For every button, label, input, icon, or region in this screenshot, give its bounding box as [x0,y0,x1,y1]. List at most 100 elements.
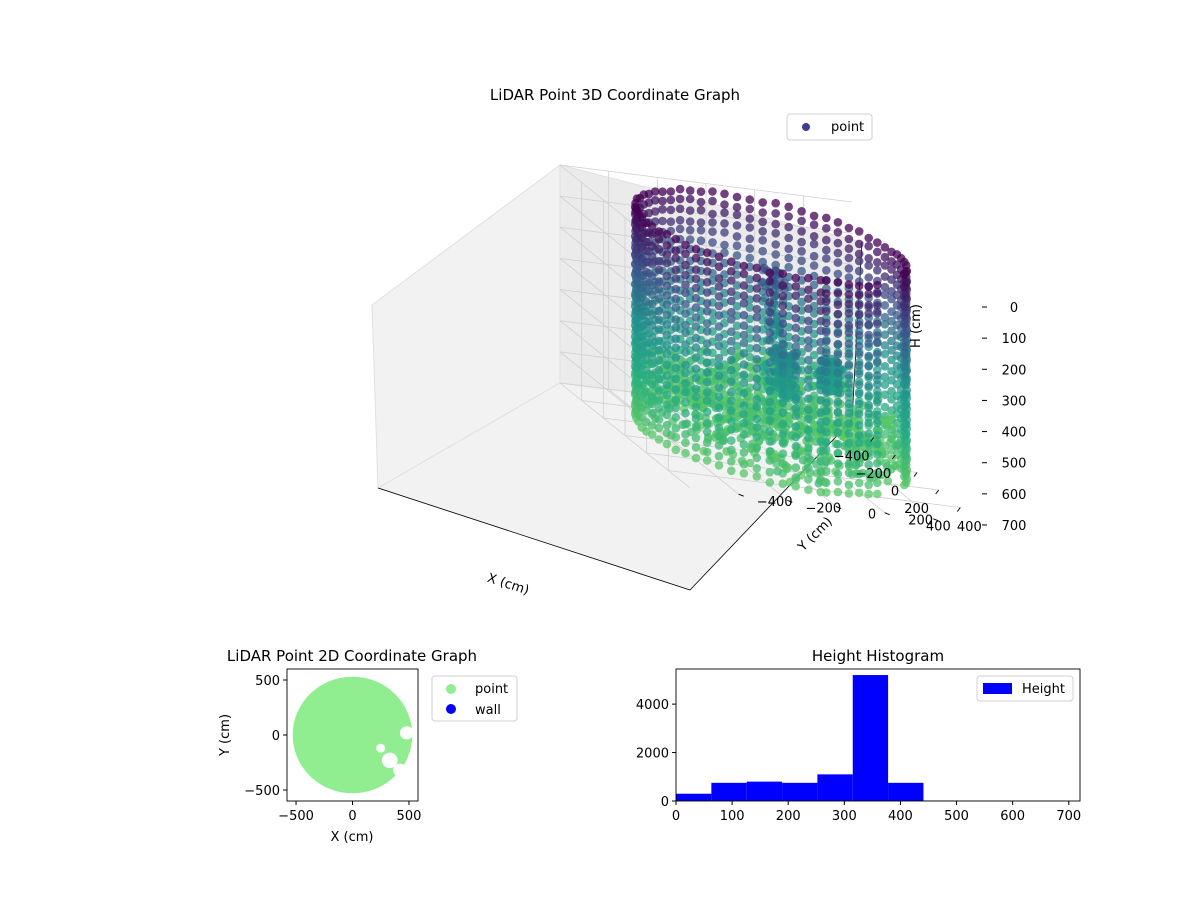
point-3d [880,372,890,382]
point-3d [797,266,806,276]
point-3d [888,431,897,441]
point-3d [864,409,873,419]
point-3d [844,280,854,289]
point-3d [739,269,749,279]
point-3d [873,238,882,247]
point-3d [864,429,873,438]
point-3d [765,277,775,286]
point-3d [773,375,783,384]
point-3d [691,422,701,432]
point-3d [833,238,843,248]
point-3d [816,275,826,285]
point-3d [739,418,749,428]
x-tick-label-2d: 500 [397,809,422,824]
point-3d [752,364,762,373]
point-3d [883,476,893,486]
point-3d [714,333,724,342]
chart-2d: LiDAR Point 2D Coordinate Graph −500−500… [218,647,518,845]
point-3d [804,453,813,462]
z-tick-label-3d: 600 [1002,488,1027,503]
point-3d [791,323,801,333]
point-3d [647,380,657,389]
point-3d [778,319,788,328]
histogram-bar [746,781,783,801]
x-tick-label-2d: 0 [348,809,356,824]
point-3d [675,224,685,234]
point-3d [816,356,826,366]
point-3d [778,408,788,418]
point-3d [765,347,775,356]
x-tick-3d [935,489,940,495]
point-3d [880,272,890,281]
point-3d [854,341,864,351]
legend-2d: point wall [431,675,518,722]
point-3d [844,468,854,478]
point-3d [647,272,657,281]
point-3d [654,423,664,433]
point-3d [809,211,819,221]
point-3d [873,289,882,298]
point-3d [900,270,909,279]
point-3d [854,330,864,340]
point-3d [880,320,890,329]
ticks-2d: −500 −500 0 0 500 500 [244,674,421,824]
point-3d [804,336,813,345]
point-3d [662,291,672,300]
point-3d [727,296,736,306]
point-3d [791,362,801,371]
point-3d [685,225,695,235]
histogram-bar [782,782,818,801]
point-3d [662,341,672,350]
point-3d [647,290,657,299]
point-3d [778,469,788,478]
point-3d [671,374,681,384]
point-3d [727,457,736,466]
point-3d [816,288,826,297]
point-3d [671,432,681,442]
point-3d [662,310,672,320]
point-3d [739,370,749,380]
point-3d [791,422,801,431]
point-3d [765,397,775,407]
point-3d [844,234,854,244]
point-3d [854,300,864,310]
x-tick-label-histogram: 700 [1056,809,1081,824]
point-3d [873,450,882,459]
point-3d [864,400,873,410]
point-3d [900,302,909,311]
point-3d [844,273,854,282]
point-3d [720,347,729,357]
point-3d [671,353,681,362]
point-3d [854,488,864,498]
point-3d [647,299,657,309]
point-3d [809,350,819,360]
z-tick-label-3d: 700 [1002,519,1027,534]
point-3d [758,198,767,207]
empty-region-2d [381,752,398,768]
point-3d [854,227,864,236]
point-3d [732,221,742,230]
x-tick-label-3d: 200 [904,502,929,517]
point-3d [900,362,909,371]
point-3d [873,309,882,318]
point-3d [809,232,819,241]
point-3d [844,489,854,498]
point-3d [732,202,742,212]
x-tick-3d [870,437,875,442]
point-3d [758,217,767,227]
point-3d [797,237,806,247]
point-3d [784,244,793,254]
point-3d [791,394,801,403]
point-3d [873,439,882,449]
point-3d [809,251,819,261]
x-tick-label-3d: −200 [855,467,891,482]
point-3d [873,410,882,420]
point-3d [844,419,854,428]
point-3d [727,257,736,267]
point-3d [662,271,672,281]
point-3d [675,204,685,214]
y-tick-3d [933,518,939,522]
point-3d [854,256,864,266]
point-3d [771,198,780,208]
